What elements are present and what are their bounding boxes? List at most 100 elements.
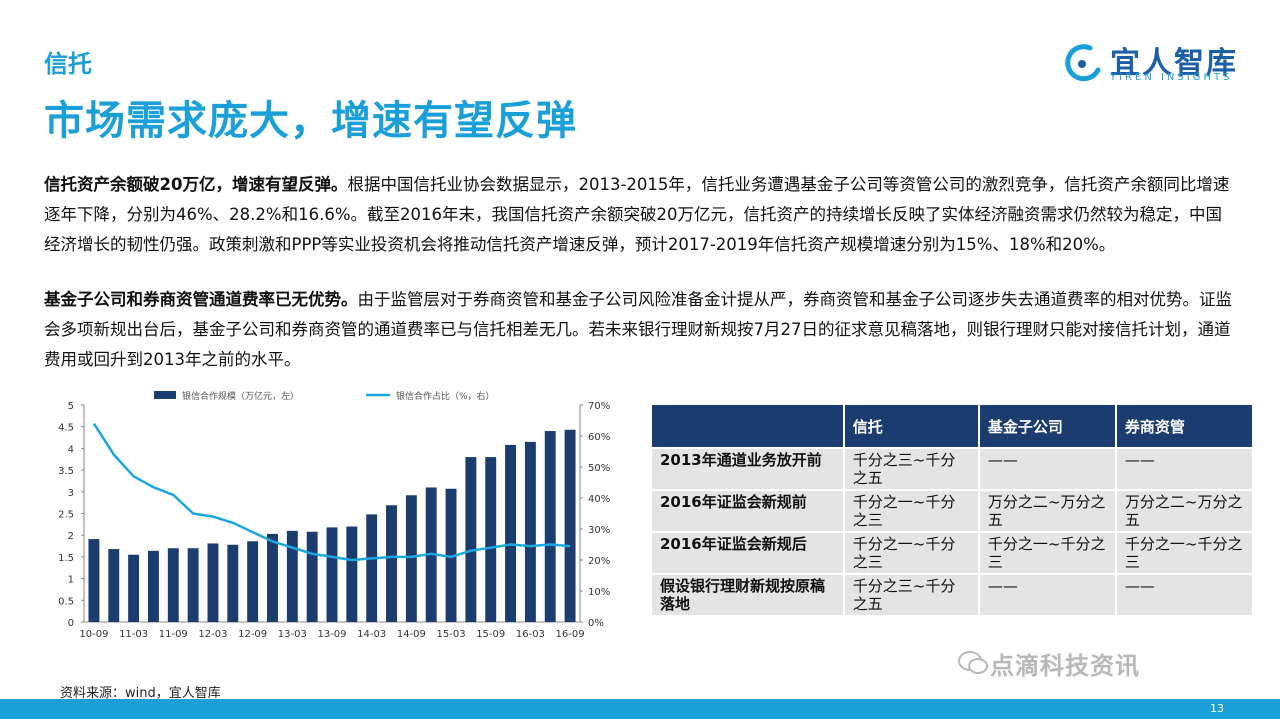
table-cell: 千分之一~千分之三	[842, 489, 980, 533]
logo-text-cn: 宜人智库	[1110, 46, 1238, 81]
bank-trust-chart: 0 0.5 1 1.5 2 2.5 3 3.5 4 4.5 5 0% 10% 20% 30% 40% 50% 60…	[44, 383, 614, 645]
bar	[207, 543, 219, 622]
bar	[485, 457, 497, 622]
bar	[346, 526, 358, 622]
x-tick-label: 12-09	[238, 629, 267, 640]
table-cell: 万分之二~万分之五	[1114, 489, 1255, 533]
left-tick-label: 1	[68, 575, 74, 586]
left-tick-label: 1.5	[58, 553, 74, 564]
table-cell: 千分之一~千分之三	[977, 531, 1117, 575]
row-header-cell: 2016年证监会新规后	[650, 531, 845, 575]
paragraph-trust-assets: 信托资产余额破20万亿，增速有望反弹。根据中国信托业协会数据显示，2013-20…	[44, 170, 1234, 260]
legend-bar-swatch	[154, 391, 176, 399]
bar	[128, 554, 140, 622]
logo-text-en: YIREN INSIGHTS	[1110, 72, 1233, 83]
footer-bar	[0, 699, 1280, 719]
bar	[286, 530, 298, 622]
bar	[167, 548, 179, 622]
left-tick-label: 3	[68, 488, 74, 499]
left-tick-label: 5	[68, 401, 74, 412]
x-tick-label: 13-03	[278, 629, 307, 640]
left-tick-label: 3.5	[58, 466, 74, 477]
x-tick-label: 13-09	[317, 629, 346, 640]
bar	[386, 505, 397, 622]
right-tick-label: 10%	[588, 587, 610, 598]
table-header-cell: 基金子公司	[977, 403, 1117, 449]
table-row: 假设银行理财新规按原稿落地 千分之三~千分之五 —— ——	[650, 573, 1255, 617]
channel-fee-table: 信托 基金子公司 券商资管 2013年通道业务放开前 千分之三~千分之五 —— …	[650, 403, 1255, 617]
row-header-cell: 假设银行理财新规按原稿落地	[650, 573, 845, 617]
bar	[267, 533, 278, 622]
table-row: 2016年证监会新规前 千分之一~千分之三 万分之二~万分之五 万分之二~万分之…	[650, 489, 1255, 533]
row-header-cell: 2013年通道业务放开前	[650, 447, 845, 491]
table-header-cell	[650, 403, 845, 449]
left-tick-label: 2	[68, 531, 74, 542]
table-header-row: 信托 基金子公司 券商资管	[650, 403, 1255, 449]
bar	[88, 539, 100, 622]
table-cell: ——	[1114, 447, 1255, 491]
watermark-text: 点滴科技资讯	[990, 652, 1140, 680]
bar	[227, 544, 239, 622]
table-cell: 千分之三~千分之五	[842, 447, 980, 491]
logo-mark-icon	[1065, 44, 1101, 82]
right-tick-label: 70%	[588, 401, 610, 412]
right-tick-label: 50%	[588, 463, 610, 474]
left-tick-label: 0	[68, 618, 74, 629]
paragraph-channel-fees: 基金子公司和券商资管通道费率已无优势。由于监管层对于券商资管和基金子公司风险准备…	[44, 285, 1234, 375]
page-number: 13	[1210, 702, 1224, 715]
x-tick-label: 10-09	[79, 629, 108, 640]
bar	[147, 550, 159, 622]
table-cell: ——	[977, 447, 1117, 491]
right-tick-label: 0%	[588, 618, 604, 629]
bar	[524, 441, 536, 622]
bar	[505, 444, 517, 622]
paragraph-lead: 基金子公司和券商资管通道费率已无优势。	[44, 290, 358, 309]
bar	[445, 488, 457, 622]
paragraph-body: 由于监管层对于券商资管和基金子公司风险准备金计提从严，券商资管和基金子公司逐步失…	[44, 290, 1232, 369]
bar	[326, 527, 338, 622]
bar	[544, 431, 556, 622]
x-tick-label: 14-03	[357, 629, 386, 640]
legend-label-bars: 银信合作规模（万亿元，左）	[182, 390, 299, 402]
table-cell: 万分之二~万分之五	[977, 489, 1117, 533]
x-tick-label: 12-03	[198, 629, 227, 640]
left-tick-label: 4	[68, 444, 74, 455]
left-tick-label: 0.5	[58, 596, 74, 607]
source-note: 资料来源：wind，宜人智库	[60, 686, 221, 701]
x-tick-label: 16-09	[556, 629, 585, 640]
x-tick-label: 15-03	[437, 629, 466, 640]
left-tick-label: 4.5	[58, 423, 74, 434]
legend-label-line: 银信合作占比（%，右）	[396, 390, 495, 402]
section-label: 信托	[44, 50, 92, 78]
right-tick-label: 30%	[588, 525, 610, 536]
right-tick-label: 20%	[588, 556, 610, 567]
right-tick-label: 60%	[588, 432, 610, 443]
table-cell: ——	[977, 573, 1117, 617]
paragraph-lead: 信托资产余额破20万亿，增速有望反弹。	[44, 175, 348, 194]
bar	[405, 495, 417, 622]
x-tick-label: 15-09	[476, 629, 505, 640]
x-tick-label: 11-09	[159, 629, 188, 640]
bar	[108, 549, 120, 622]
table-cell: 千分之一~千分之三	[842, 531, 980, 575]
row-header-cell: 2016年证监会新规前	[650, 489, 845, 533]
table-header-cell: 信托	[842, 403, 980, 449]
x-tick-label: 14-09	[397, 629, 426, 640]
bar	[564, 429, 576, 622]
series-line	[92, 422, 571, 562]
bar	[247, 541, 259, 622]
table-header-cell: 券商资管	[1114, 403, 1255, 449]
x-tick-label: 16-03	[516, 629, 545, 640]
left-tick-label: 2.5	[58, 510, 74, 521]
table-cell: 千分之三~千分之五	[842, 573, 980, 617]
table-cell: ——	[1114, 573, 1255, 617]
right-tick-label: 40%	[588, 494, 610, 505]
bar	[306, 531, 318, 622]
x-tick-label: 11-03	[119, 629, 148, 640]
paragraph-body: 根据中国信托业协会数据显示，2013-2015年，信托业务遭遇基金子公司等资管公…	[44, 175, 1230, 254]
wechat-icon	[958, 651, 988, 674]
table-row: 2013年通道业务放开前 千分之三~千分之五 —— ——	[650, 447, 1255, 491]
table-row: 2016年证监会新规后 千分之一~千分之三 千分之一~千分之三 千分之一~千分之…	[650, 531, 1255, 575]
page-title: 市场需求庞大，增速有望反弹	[44, 98, 577, 144]
bar	[366, 514, 378, 622]
